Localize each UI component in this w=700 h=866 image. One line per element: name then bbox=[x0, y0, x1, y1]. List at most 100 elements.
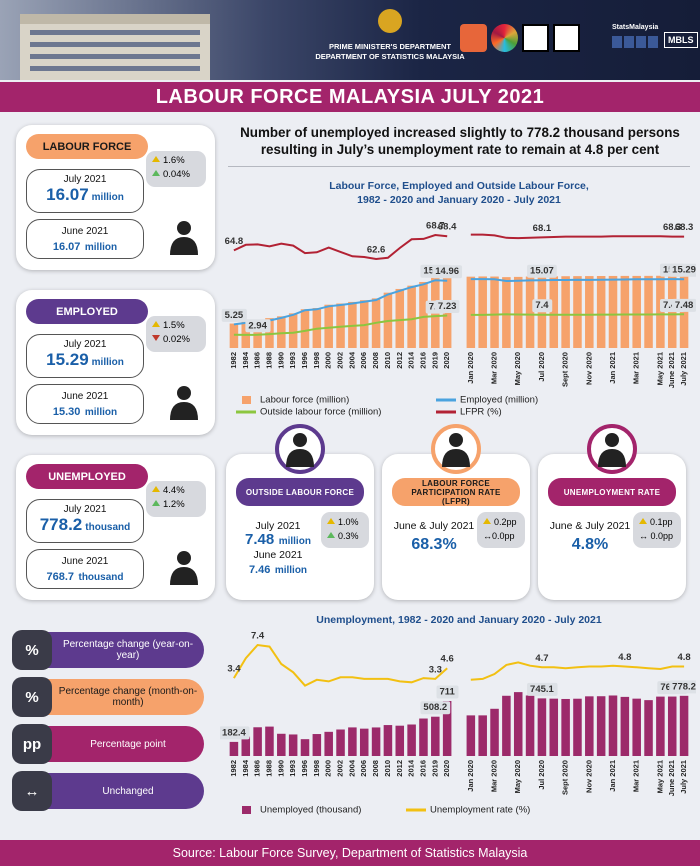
bar bbox=[419, 718, 428, 756]
bar bbox=[288, 313, 298, 348]
chart-title: Unemployment, 1982 - 2020 and January 20… bbox=[316, 614, 602, 626]
headline: Number of unemployed increased slightly … bbox=[222, 124, 698, 158]
card-label: EMPLOYED bbox=[26, 299, 148, 324]
bar bbox=[525, 695, 535, 756]
stat-card: EMPLOYED 1.5% 0.02% July 2021 15.29 million Ju… bbox=[16, 290, 215, 435]
value-line: 16.07 million bbox=[27, 237, 143, 255]
bar bbox=[561, 276, 570, 348]
label-box bbox=[221, 308, 247, 322]
x-tick-label: 2014 bbox=[407, 759, 416, 777]
data-label: 68.3 bbox=[663, 222, 682, 233]
bar bbox=[632, 698, 641, 756]
bar bbox=[513, 276, 523, 348]
icon bbox=[170, 386, 198, 420]
x-tick-label: Jan 2021 bbox=[608, 352, 617, 384]
bar bbox=[336, 729, 345, 756]
change-value: 0.2pp bbox=[494, 517, 517, 527]
period: July 2021 bbox=[63, 504, 107, 515]
bar bbox=[667, 696, 677, 756]
x-tick-label: 2010 bbox=[383, 760, 392, 777]
change-badge: 0.1pp ↔ 0.0pp bbox=[633, 512, 681, 548]
data-label: 745.1 bbox=[530, 684, 554, 695]
icon bbox=[170, 551, 198, 585]
data-label: 64.8 bbox=[225, 236, 244, 247]
value: 768.7 bbox=[46, 571, 75, 583]
key-text: Unchanged bbox=[42, 773, 204, 809]
icon bbox=[170, 221, 198, 255]
dept-line-2: DEPARTMENT OF STATISTICS MALAYSIA bbox=[315, 52, 465, 61]
x-tick-label: 1998 bbox=[312, 352, 321, 369]
x-tick-label: 2008 bbox=[371, 760, 380, 777]
trend-icon bbox=[483, 518, 491, 524]
x-tick-label: 2004 bbox=[347, 351, 356, 369]
legend-label: Employed (million) bbox=[460, 395, 538, 406]
change-value: 0.02% bbox=[163, 334, 190, 345]
key-row: pp Percentage point bbox=[12, 724, 204, 764]
bar bbox=[537, 698, 547, 756]
data-label: 68.3 bbox=[675, 222, 694, 233]
period: June 2021 bbox=[61, 226, 109, 237]
icon-head bbox=[293, 433, 307, 447]
bar bbox=[644, 275, 653, 348]
bar bbox=[513, 692, 523, 756]
x-tick-label: Mar 2021 bbox=[632, 760, 641, 792]
bar bbox=[277, 733, 286, 756]
x-tick-label: 1993 bbox=[288, 352, 297, 369]
data-label: 4.7 bbox=[535, 653, 548, 664]
value: 15.30 bbox=[52, 406, 81, 418]
label-box bbox=[245, 319, 271, 333]
x-tick-label: Jan 2021 bbox=[608, 760, 617, 792]
indicator: OUTSIDE LABOUR FORCE 1.0% 0.3% July 2021 7.4… bbox=[226, 424, 374, 602]
unit: million bbox=[278, 536, 311, 547]
trend-icon bbox=[152, 500, 160, 506]
qr bbox=[552, 24, 580, 52]
x-tick-label: 1993 bbox=[288, 760, 297, 777]
period: July 2021 bbox=[63, 174, 107, 185]
change-row: 1.0% bbox=[327, 515, 369, 529]
bar bbox=[395, 725, 405, 756]
trend-icon bbox=[327, 532, 335, 538]
x-tick-label: 1998 bbox=[312, 760, 321, 777]
legend-swatch bbox=[242, 806, 251, 814]
x-tick-label: 2002 bbox=[336, 352, 345, 369]
bar bbox=[466, 715, 476, 756]
legend-label: Outside labour force (million) bbox=[260, 407, 381, 418]
unit: million bbox=[84, 407, 118, 418]
x-tick-label: Mar 2020 bbox=[490, 760, 499, 792]
x-tick-label: 1986 bbox=[253, 760, 262, 777]
data-label: 7.4 bbox=[251, 630, 265, 641]
bar bbox=[277, 316, 286, 348]
data-label: 7.23 bbox=[438, 301, 457, 312]
x-tick-label: 2016 bbox=[418, 352, 427, 369]
bar bbox=[431, 716, 440, 756]
period: June 2021 bbox=[61, 556, 109, 567]
trend-icon bbox=[327, 518, 335, 524]
value-box: June 2021 15.30 million bbox=[26, 384, 144, 424]
x-tick-label: Jan 2020 bbox=[466, 352, 475, 384]
data-label: 68.4 bbox=[438, 222, 457, 233]
key-symbol: ↔ bbox=[12, 771, 52, 811]
bar bbox=[502, 277, 511, 348]
icon bbox=[598, 433, 626, 467]
bar bbox=[229, 741, 239, 756]
x-tick-label: Jan 2020 bbox=[466, 760, 475, 792]
x-tick-label: 2020 bbox=[442, 352, 451, 369]
trend-icon bbox=[152, 335, 160, 341]
label-box bbox=[434, 299, 460, 313]
bar bbox=[300, 739, 310, 756]
indicator-icon bbox=[587, 424, 637, 474]
x-tick-label: 2012 bbox=[395, 760, 404, 777]
bar bbox=[525, 276, 535, 348]
bar bbox=[573, 276, 582, 348]
x-tick-label: July 2021 bbox=[679, 352, 688, 386]
value: 16.07 bbox=[46, 185, 89, 204]
x-tick-label: May 2020 bbox=[513, 352, 522, 385]
data-label: 711 bbox=[439, 687, 455, 698]
data-label: 5.25 bbox=[225, 310, 244, 321]
value: 7.46 bbox=[248, 564, 271, 576]
bar bbox=[490, 276, 499, 348]
key-symbol: pp bbox=[12, 724, 52, 764]
data-label: 15.29 bbox=[672, 265, 696, 276]
label-box bbox=[669, 263, 696, 277]
change-row: 0.04% bbox=[152, 168, 206, 182]
